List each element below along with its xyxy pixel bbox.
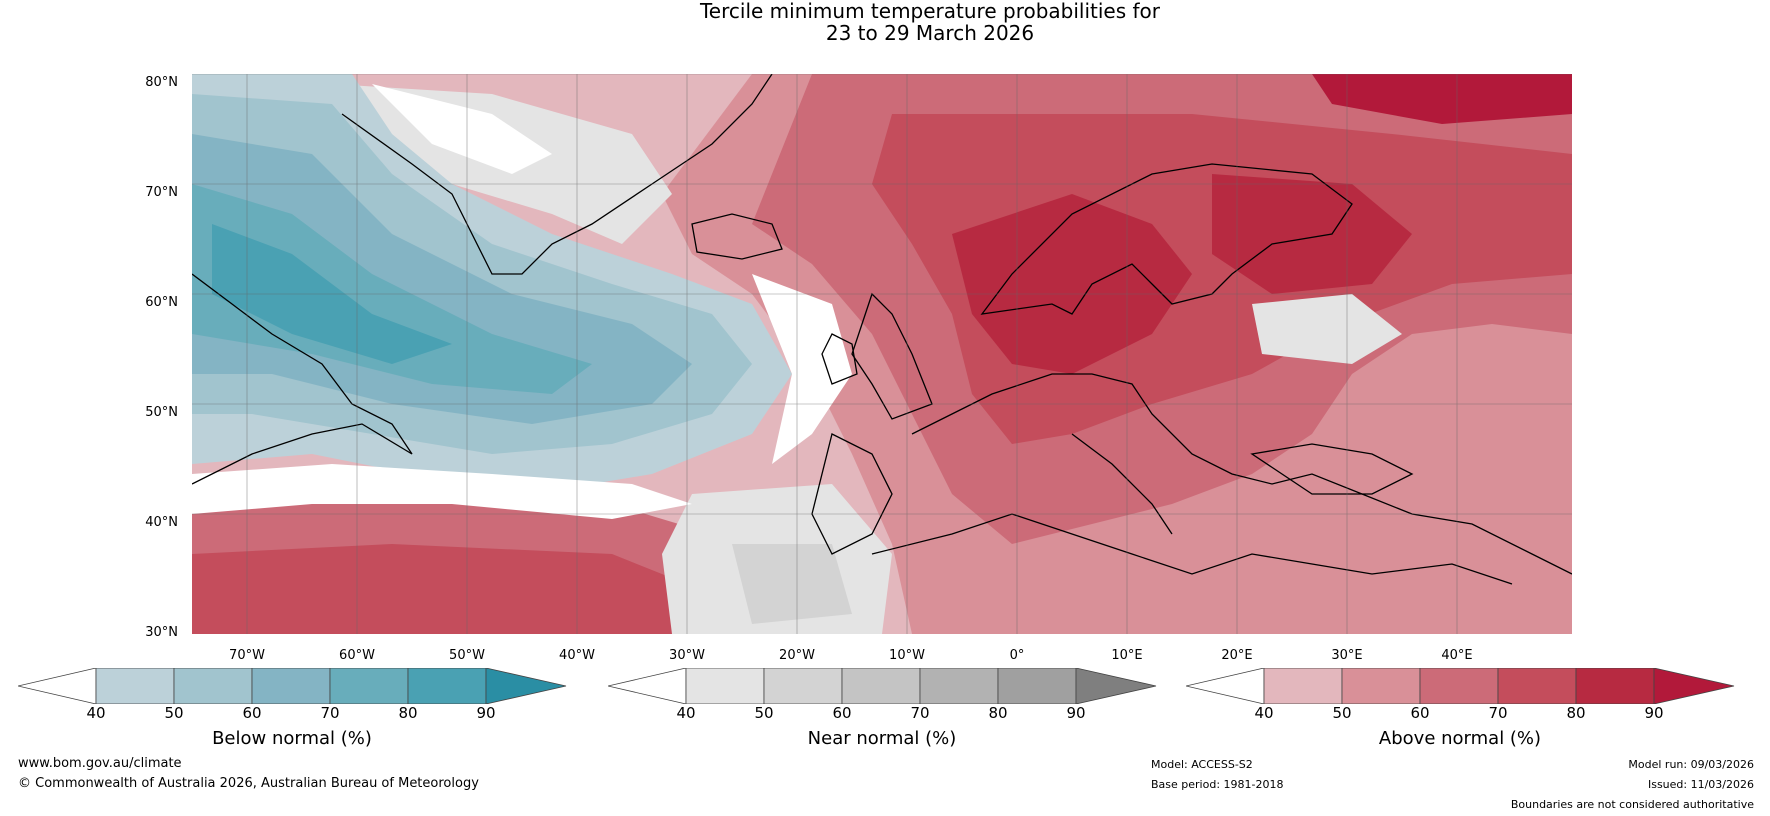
- colorbar-above-80-90: [1575, 668, 1655, 704]
- coastline-north-africa: [871, 513, 1513, 585]
- colorbar-above-tick-40: 40: [1254, 704, 1274, 722]
- map-title: Tercile minimum temperature probabilitie…: [0, 0, 1770, 44]
- colorbar-below-80-90: [407, 668, 487, 704]
- coastlines: [192, 74, 1572, 585]
- colorbar-above-60-70: [1419, 668, 1499, 704]
- colorbar-near-tick-90: 90: [1066, 704, 1086, 722]
- lon-label-20w: 20°W: [779, 648, 815, 663]
- footer-base-period: Base period: 1981-2018: [1151, 778, 1284, 791]
- lat-label-50n: 50°N: [145, 405, 178, 420]
- lon-label-30w: 30°W: [669, 648, 705, 663]
- colorbar-near-extend-low: [608, 668, 687, 704]
- footer-model: Model: ACCESS-S2: [1151, 758, 1253, 771]
- colorbar-below-extend-low: [18, 668, 97, 704]
- colorbar-below-tick-40: 40: [86, 704, 106, 722]
- colorbar-above-70-80: [1497, 668, 1577, 704]
- colorbar-near-tick-70: 70: [910, 704, 930, 722]
- colorbar-above-tick-50: 50: [1332, 704, 1352, 722]
- colorbar-near-tick-80: 80: [988, 704, 1008, 722]
- colorbar-below-tick-90: 90: [476, 704, 496, 722]
- lon-label-40w: 40°W: [559, 648, 595, 663]
- colorbar-near-70-80: [919, 668, 999, 704]
- footer-copyright: © Commonwealth of Australia 2026, Austra…: [18, 776, 479, 791]
- lon-label-50w: 50°W: [449, 648, 485, 663]
- lat-label-80n: 80°N: [145, 75, 178, 90]
- below-70-region: [192, 184, 592, 394]
- colorbar-near-40-50: [685, 668, 765, 704]
- colorbar-above-normal: [1186, 668, 1735, 704]
- coastline-great-britain: [851, 292, 933, 420]
- colorbar-above-extend-high: [1653, 668, 1735, 704]
- probability-map: [192, 74, 1572, 634]
- no-signal-band-south: [192, 464, 692, 519]
- colorbar-near-extend-high: [1075, 668, 1157, 704]
- footer-disclaimer: Boundaries are not considered authoritat…: [1510, 798, 1754, 811]
- colorbar-above-title: Above normal (%): [1378, 728, 1542, 749]
- colorbar-near-60-70: [841, 668, 921, 704]
- colorbar-below-60-70: [251, 668, 331, 704]
- colorbar-above-tick-80: 80: [1566, 704, 1586, 722]
- colorbar-below-tick-70: 70: [320, 704, 340, 722]
- colorbar-near-tick-60: 60: [832, 704, 852, 722]
- lon-label-20e: 20°E: [1221, 648, 1253, 663]
- colorbar-below-extend-high: [485, 668, 567, 704]
- graticule: [192, 74, 1572, 634]
- colorbar-below-normal: [18, 668, 567, 704]
- lon-label-60w: 60°W: [339, 648, 375, 663]
- footer-model-run: Model run: 09/03/2026: [1628, 758, 1754, 771]
- coastline-scandinavia: [980, 163, 1353, 315]
- coastline-ireland: [821, 333, 858, 385]
- footer-issued: Issued: 11/03/2026: [1647, 778, 1754, 791]
- colorbar-near-tick-40: 40: [676, 704, 696, 722]
- colorbar-below-title: Below normal (%): [212, 728, 372, 749]
- colorbar-near-title: Near normal (%): [807, 728, 957, 749]
- colorbar-near-normal: [608, 668, 1157, 704]
- lat-label-40n: 40°N: [145, 515, 178, 530]
- colorbar-above-50-60: [1341, 668, 1421, 704]
- colorbar-below-tick-60: 60: [242, 704, 262, 722]
- coastline-iceland: [691, 213, 783, 260]
- near-normal-russia: [1252, 294, 1402, 364]
- above-80-region-west: [952, 194, 1192, 374]
- atlantic-warm-band-inner: [192, 544, 712, 634]
- map-canvas: [192, 74, 1572, 634]
- colorbar-above-tick-90: 90: [1644, 704, 1664, 722]
- coastline-europe-north: [911, 373, 1572, 575]
- colorbar-above-tick-60: 60: [1410, 704, 1430, 722]
- colorbar-near-tick-50: 50: [754, 704, 774, 722]
- colorbar-above-40-50: [1263, 668, 1343, 704]
- coastline-italy: [1071, 433, 1173, 535]
- colorbar-near-50-60: [763, 668, 843, 704]
- colorbar-below-tick-80: 80: [398, 704, 418, 722]
- title-line-2: 23 to 29 March 2026: [825, 21, 1035, 45]
- near-normal-subtropical-inner: [732, 544, 852, 624]
- coastline-north-america: [192, 273, 413, 485]
- lon-label-0: 0°: [1009, 648, 1025, 663]
- colorbar-below-50-60: [173, 668, 253, 704]
- colorbar-above-tick-70: 70: [1488, 704, 1508, 722]
- above-80-region-north: [1212, 174, 1412, 294]
- lat-label-60n: 60°N: [145, 295, 178, 310]
- lon-label-30e: 30°E: [1331, 648, 1363, 663]
- coastline-black-sea: [1250, 443, 1414, 495]
- title-line-1: Tercile minimum temperature probabilitie…: [699, 0, 1161, 23]
- colorbar-below-70-80: [329, 668, 409, 704]
- lon-label-70w: 70°W: [229, 648, 265, 663]
- lat-label-30n: 30°N: [145, 625, 178, 640]
- colorbar-below-40-50: [95, 668, 175, 704]
- no-signal-band-north: [372, 84, 552, 174]
- above-90-region: [1312, 74, 1572, 124]
- lat-label-70n: 70°N: [145, 185, 178, 200]
- colorbar-above-extend-low: [1186, 668, 1265, 704]
- footer-url: www.bom.gov.au/climate: [18, 756, 182, 771]
- colorbar-below-tick-50: 50: [164, 704, 184, 722]
- lon-label-10w: 10°W: [889, 648, 925, 663]
- no-signal-band-mid-atlantic: [752, 274, 852, 464]
- lon-label-40e: 40°E: [1441, 648, 1473, 663]
- lon-label-10e: 10°E: [1111, 648, 1143, 663]
- colorbar-near-80-90: [997, 668, 1077, 704]
